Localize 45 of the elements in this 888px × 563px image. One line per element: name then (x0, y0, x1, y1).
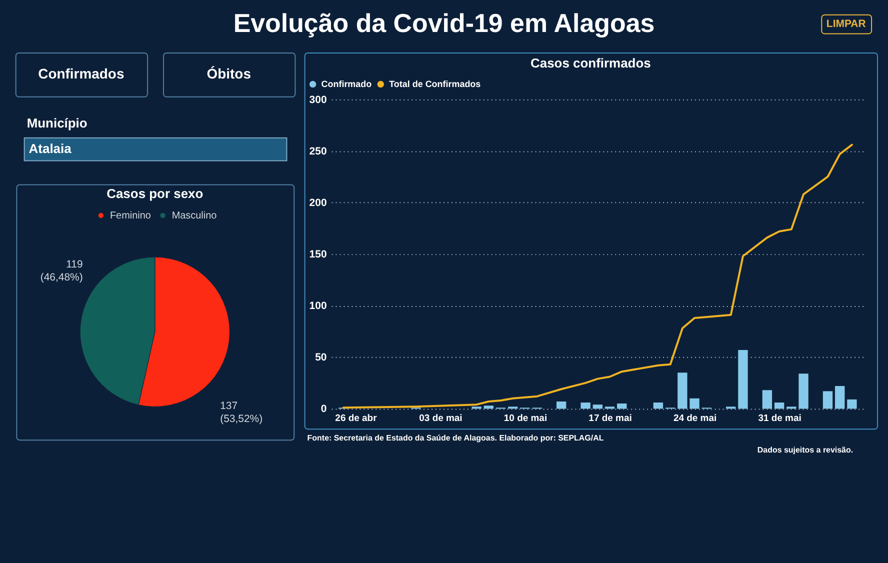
source-note: Fonte: Secretaria de Estado da Saúde de Alagoas. Elaborado por: SEPLAG/AL (307, 434, 604, 443)
text: Confirmados (38, 65, 124, 82)
text: Óbitos (206, 65, 252, 82)
x-tick-label: 03 de mai (419, 413, 462, 424)
text: Evolução da Covid-19 em Alagoas (233, 10, 655, 38)
text: Atalaia (28, 140, 72, 156)
y-tick-label: 200 (309, 198, 327, 210)
y-tick-label: 250 (309, 146, 327, 158)
bar (556, 402, 566, 409)
data-label: 119 (46,48%) (40, 259, 83, 284)
y-tick-label: 300 (309, 94, 327, 106)
bar (822, 391, 833, 409)
line-series (342, 144, 853, 409)
bar (798, 374, 808, 409)
bar (834, 386, 845, 409)
bar (738, 350, 748, 409)
bar (580, 402, 590, 409)
bar (762, 390, 772, 409)
y-tick-label: 100 (309, 301, 327, 312)
text: Dados sujeitos a revisão. (757, 446, 854, 455)
x-tick-label: 24 de mai (673, 413, 717, 424)
data-label: 137 (53,52%) (220, 401, 263, 426)
y-tick-label: 50 (315, 352, 327, 364)
x-tick-label: 31 de mai (758, 413, 802, 424)
chart-title: Casos por sexo (106, 186, 204, 202)
x-tick-label: 26 de abr (335, 413, 378, 424)
legend-label: Total de Confirmados (389, 79, 481, 90)
bar (847, 399, 857, 409)
bar (484, 406, 494, 409)
y-tick-label: 150 (309, 250, 327, 261)
x-tick-label: 10 de mai (504, 413, 548, 424)
y-tick-label: 0 (320, 404, 327, 416)
bar (774, 402, 784, 409)
text: Município (26, 115, 88, 130)
x-tick-label: 17 de mai (588, 413, 632, 424)
legend-label: Feminino (110, 210, 152, 222)
legend-label: Masculino (172, 210, 218, 222)
bar (690, 398, 700, 409)
chart-title: Casos confirmados (530, 55, 651, 70)
bar (653, 402, 664, 409)
text: LIMPAR (826, 18, 866, 30)
legend-label: Confirmado (321, 79, 372, 90)
bar (617, 404, 627, 409)
bar (678, 372, 688, 409)
bar (592, 404, 602, 409)
